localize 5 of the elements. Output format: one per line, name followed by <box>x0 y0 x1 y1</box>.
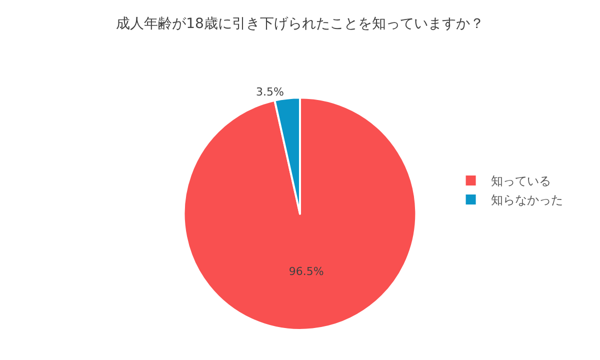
data-label: 96.5% <box>288 265 324 278</box>
data-label: 3.5% <box>256 85 284 98</box>
legend-label: 知っている <box>490 174 551 188</box>
chart-title: 成人年齢が18歳に引き下げられたことを知っていますか？ <box>116 16 484 32</box>
legend-label: 知らなかった <box>490 193 563 208</box>
